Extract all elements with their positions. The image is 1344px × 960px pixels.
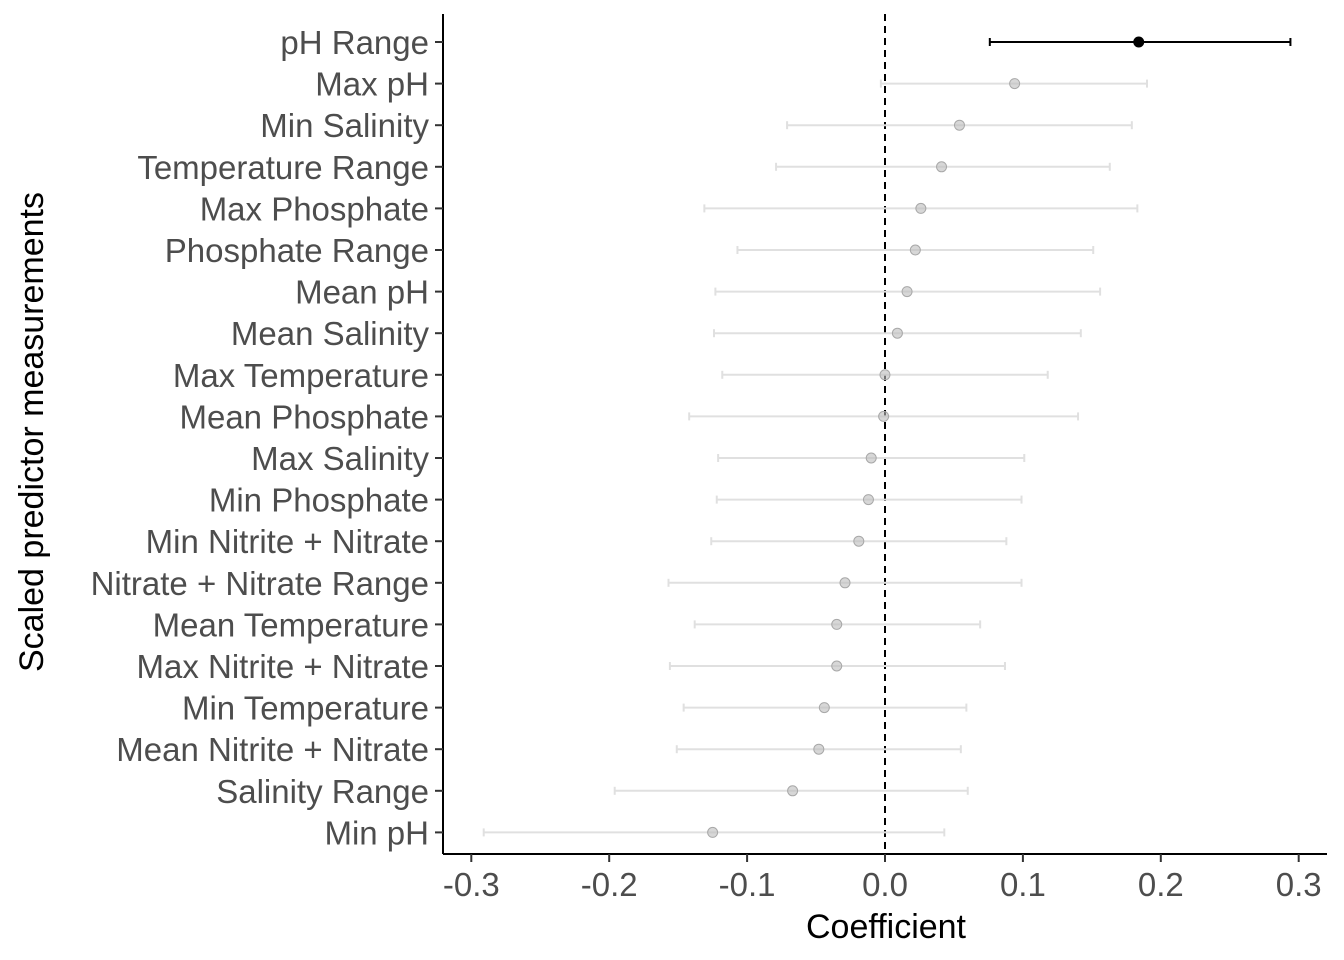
y-tick-label: Max Phosphate	[200, 190, 429, 227]
y-tick-label: Nitrate + Nitrate Range	[91, 565, 429, 602]
y-tick-label: Salinity Range	[216, 773, 429, 810]
coefficient-point	[1009, 78, 1021, 90]
y-tick-label: Mean pH	[295, 274, 429, 311]
y-tick-label: Mean Nitrite + Nitrate	[116, 731, 429, 768]
y-tick-label: Min Temperature	[182, 690, 429, 727]
y-tick-label: Temperature Range	[137, 149, 429, 186]
x-tick-label: 0.3	[1276, 866, 1322, 903]
y-tick-label: Mean Salinity	[231, 315, 430, 352]
coefficient-point	[901, 286, 913, 298]
y-tick-label: Min Phosphate	[209, 482, 429, 519]
y-tick-label: Max pH	[315, 66, 429, 103]
y-tick-label: Mean Temperature	[153, 606, 429, 643]
x-axis-title: Coefficient	[806, 908, 967, 946]
coefficient-point	[853, 535, 865, 547]
coefficient-point	[879, 369, 891, 381]
x-tick-label: -0.2	[581, 866, 638, 903]
y-axis-title: Scaled predictor measurements	[13, 192, 51, 672]
plot-area: -0.3 -0.2 -0.1 0.0 0.1 0.2 0.3 pH Range Max pH Mi…	[91, 14, 1327, 903]
coefficient-point	[936, 161, 948, 173]
coefficient-point	[909, 244, 921, 256]
y-tick-label: Min Nitrite + Nitrate	[146, 523, 429, 560]
x-tick-label: 0.1	[1000, 866, 1046, 903]
coefficient-point	[865, 452, 877, 464]
x-tick-label: 0.2	[1138, 866, 1184, 903]
coefficient-point	[707, 826, 719, 838]
coefficient-point	[891, 327, 903, 339]
x-tick-label: 0.0	[862, 866, 908, 903]
y-tick-label: Phosphate Range	[165, 232, 429, 269]
y-tick-label: Max Temperature	[173, 357, 429, 394]
y-tick-label: Min pH	[324, 814, 429, 851]
coefficient-point	[831, 618, 843, 630]
coefficient-point	[1133, 36, 1145, 48]
x-tick-label: -0.3	[443, 866, 500, 903]
y-tick-label: Min Salinity	[260, 107, 429, 144]
y-tick-label: pH Range	[280, 24, 429, 61]
y-tick-label: Max Nitrite + Nitrate	[137, 648, 430, 685]
coefficient-point	[787, 785, 799, 797]
coefficient-point	[818, 702, 830, 714]
coefficient-point	[831, 660, 843, 672]
coefficient-point	[878, 410, 890, 422]
coefficient-point	[953, 119, 965, 131]
coefficient-point	[862, 494, 874, 506]
coefficient-point	[839, 577, 851, 589]
y-tick-label: Max Salinity	[251, 440, 429, 477]
y-tick-label: Mean Phosphate	[179, 398, 429, 435]
coefficient-point	[813, 743, 825, 755]
x-tick-label: -0.1	[719, 866, 776, 903]
coefficient-point	[915, 202, 927, 214]
